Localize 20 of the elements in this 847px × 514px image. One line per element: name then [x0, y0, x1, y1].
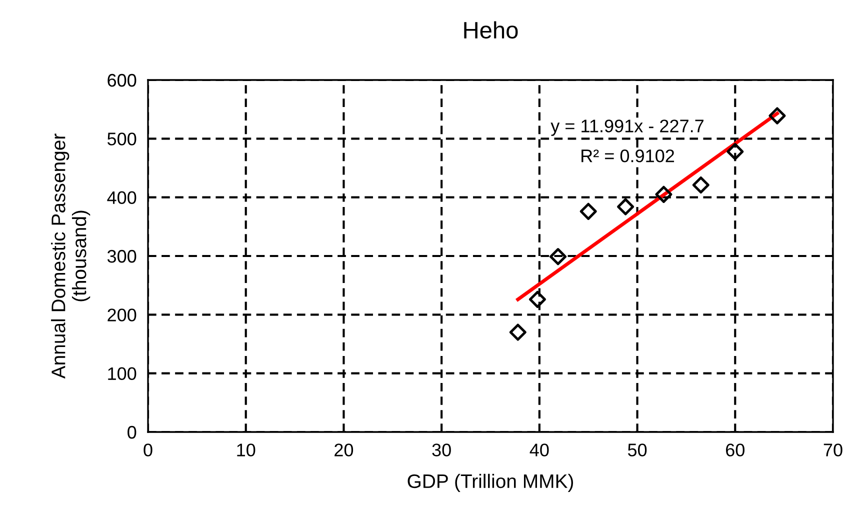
x-tick-label: 30	[432, 444, 451, 456]
x-tick-label: 0	[144, 444, 152, 456]
x-tick-label: 70	[824, 444, 842, 456]
x-tick-label: 60	[726, 444, 744, 456]
y-axis-title: Annual Domestic Passenger (thousand)	[51, 134, 90, 379]
y-tick-label: 600	[108, 74, 136, 87]
y-tick-label: 0	[128, 426, 136, 439]
y-tick-label: 500	[107, 132, 136, 146]
y-tick-label: 300	[107, 250, 136, 263]
chart-title: Heho	[464, 21, 518, 39]
y-tick-label: 400	[107, 191, 136, 204]
y-tick-label: 100	[108, 367, 136, 380]
x-axis-title: GDP (Trillion MMK)	[408, 474, 574, 492]
y-tick-label: 200	[108, 308, 136, 322]
x-tick-label: 20	[334, 444, 354, 456]
annotation: R² = 0.9102	[582, 150, 674, 162]
x-tick-label: 10	[237, 444, 256, 456]
x-tick-label: 50	[628, 444, 647, 456]
annotation: y = 11.991x - 227.7	[550, 120, 704, 136]
x-tick-label: 40	[530, 444, 549, 456]
